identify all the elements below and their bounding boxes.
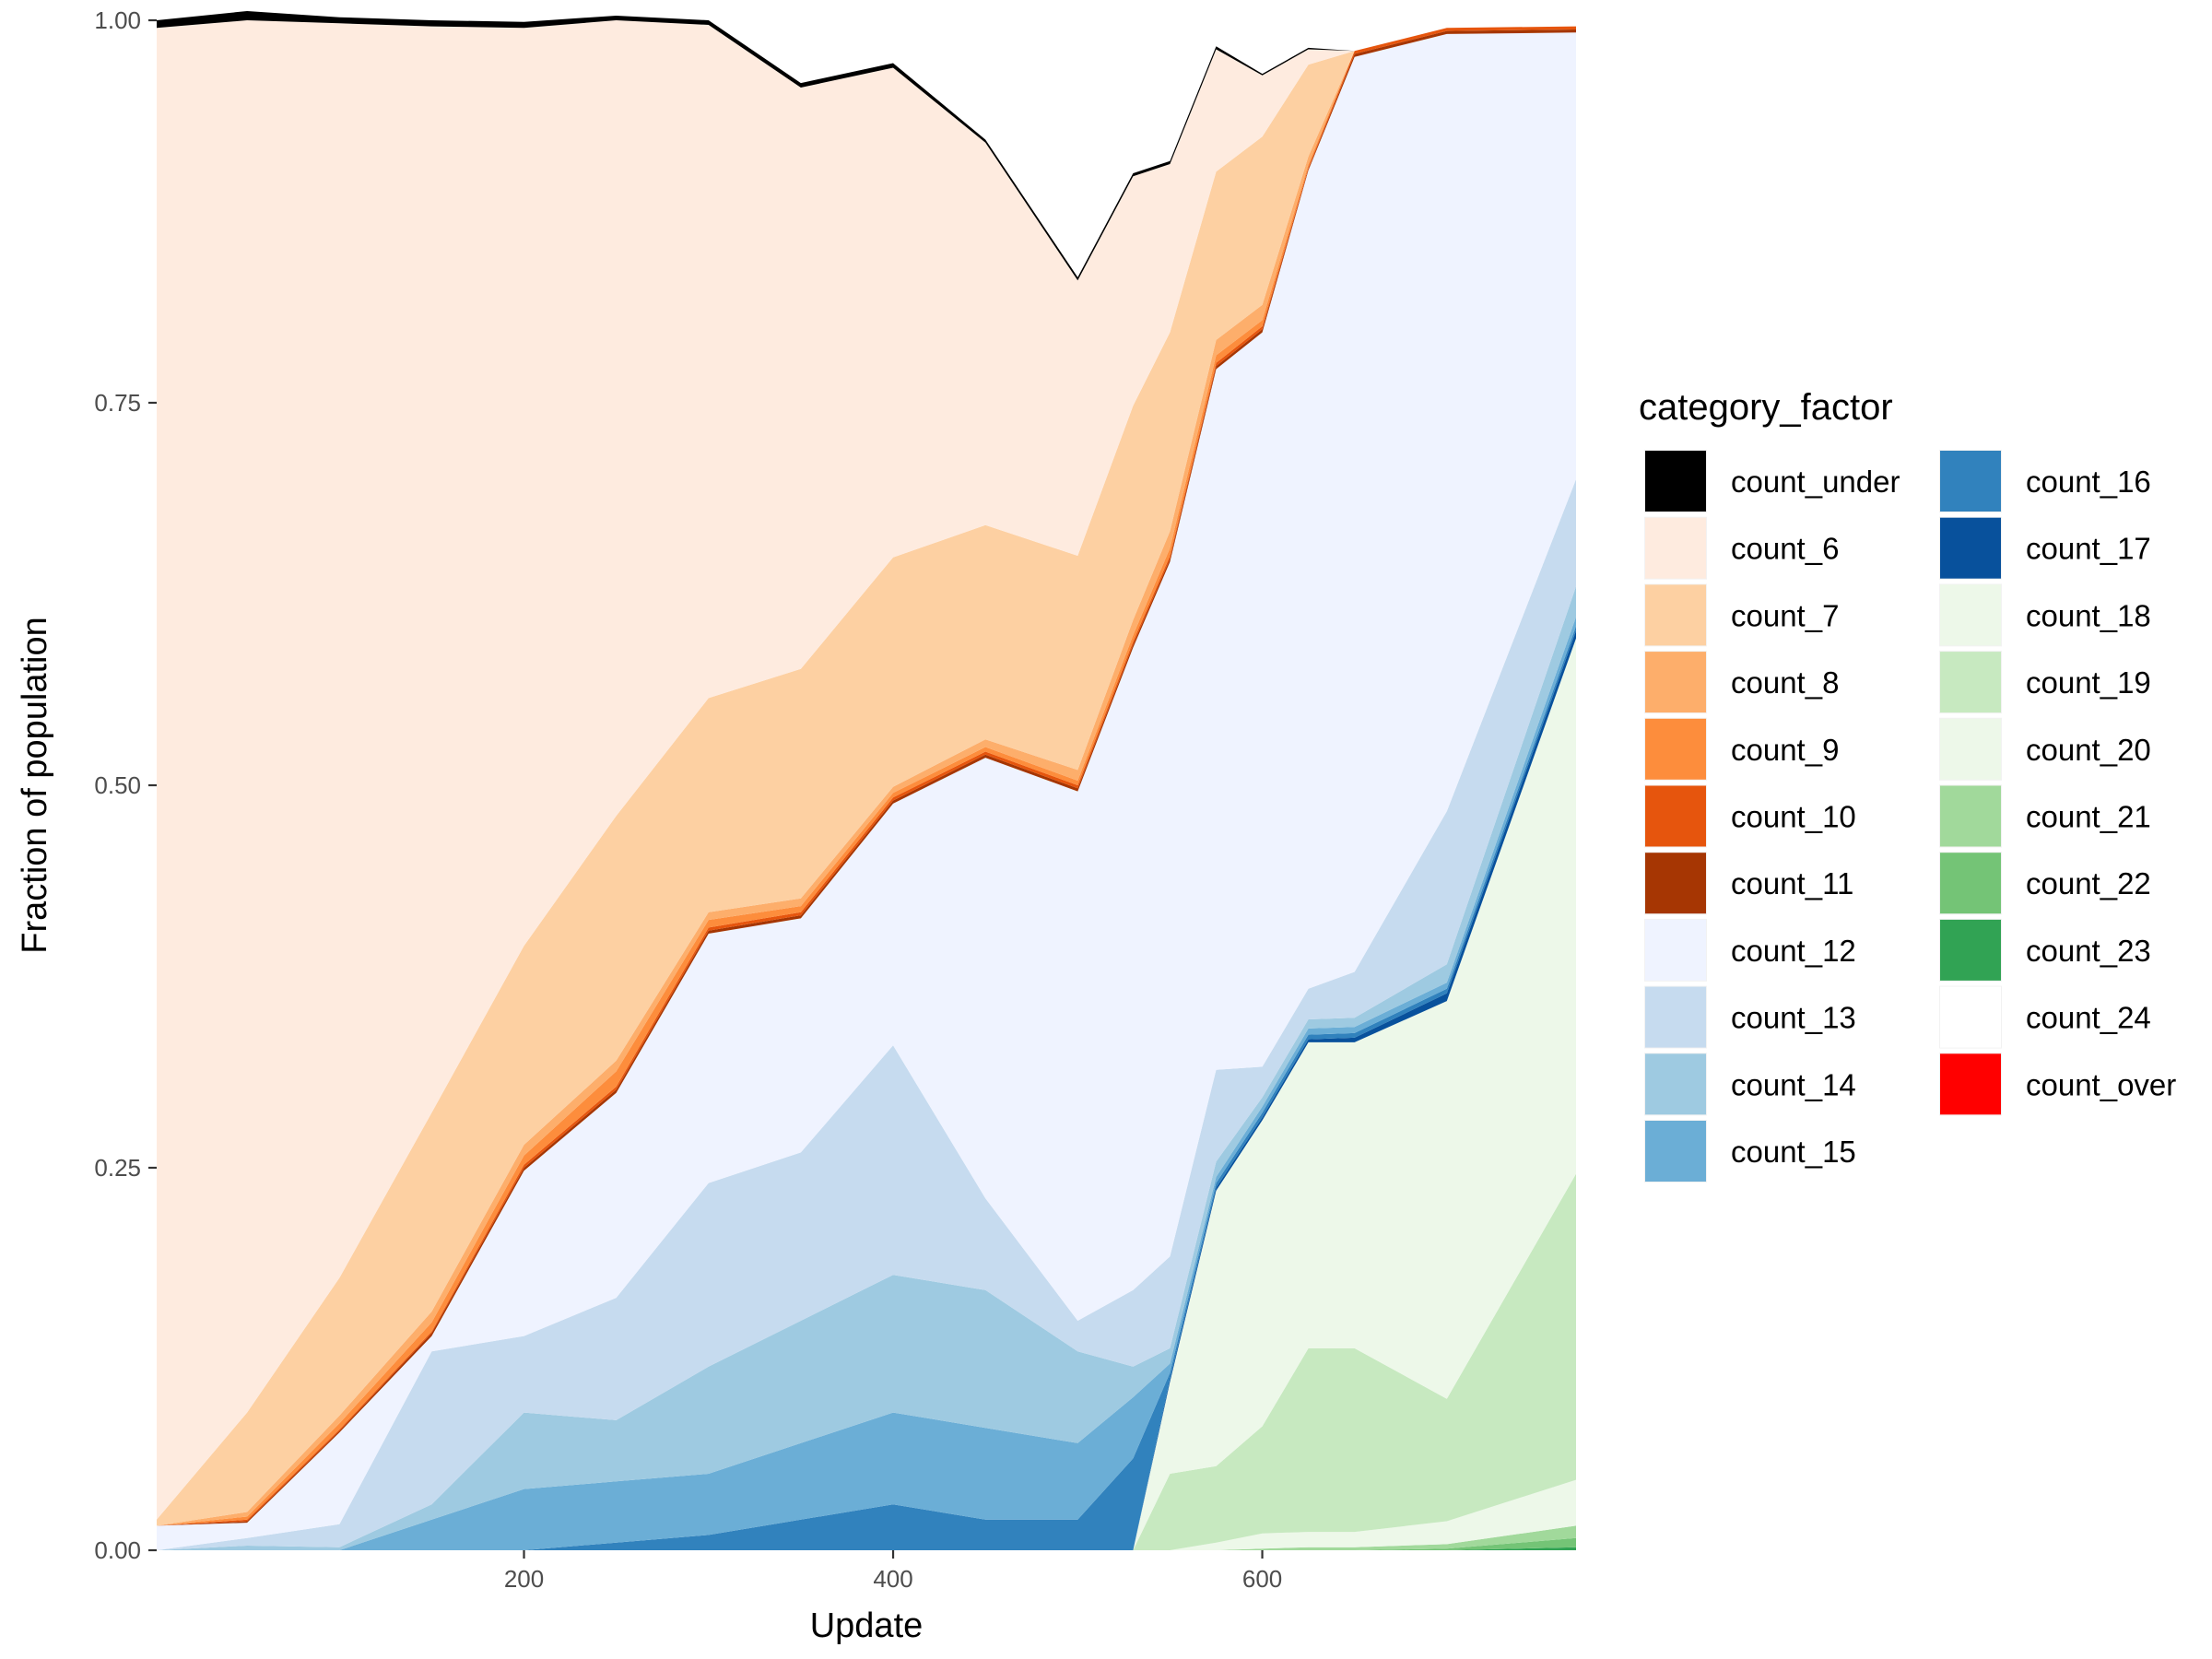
y-axis-ticks: 0.00 0.25 0.50 0.75 1.00 — [94, 6, 157, 1564]
legend-item-count-10: count_10 — [1644, 784, 1856, 848]
axes: 200 400 600 0.00 0.25 0.50 0.75 1.00 Update Fr… — [16, 6, 1282, 1645]
legend-item-count-under: count_under — [1644, 450, 1900, 512]
legend-swatch — [1940, 919, 2001, 981]
legend-swatch — [1940, 517, 2001, 579]
legend-label: count_14 — [1731, 1067, 1856, 1101]
area-count-21 — [157, 1525, 1576, 1550]
x-axis-title: Update — [810, 1606, 924, 1645]
legend-item-count-6: count_6 — [1644, 516, 1839, 580]
y-axis-title: Fraction of population — [16, 617, 54, 953]
legend-label: count_over — [2026, 1067, 2176, 1101]
area-count-22 — [157, 1537, 1576, 1550]
legend-label: count_24 — [2026, 1001, 2151, 1035]
legend-item-count-7: count_7 — [1644, 583, 1839, 647]
legend-label: count_7 — [1731, 598, 1839, 632]
legend-label: count_15 — [1731, 1135, 1856, 1169]
legend: category_factor count_undercount_6count_… — [1639, 387, 2176, 1182]
legend-label: count_23 — [2026, 934, 2151, 968]
area-count-6 — [157, 20, 1576, 1520]
legend-label: count_9 — [1731, 733, 1839, 767]
legend-swatch — [1645, 986, 1706, 1048]
area-count-19 — [157, 1173, 1576, 1550]
legend-item-count-12: count_12 — [1644, 918, 1856, 982]
legend-item-count-16: count_16 — [1939, 450, 2151, 512]
legend-label: count_13 — [1731, 1001, 1856, 1035]
legend-swatch — [1940, 652, 2001, 713]
legend-title: category_factor — [1639, 387, 1893, 428]
legend-label: count_18 — [2026, 598, 2151, 632]
legend-item-count-9: count_9 — [1644, 717, 1839, 781]
x-axis-ticks: 200 400 600 — [504, 1550, 1282, 1593]
legend-swatch — [1940, 785, 2001, 847]
legend-item-count-15: count_15 — [1644, 1120, 1856, 1182]
area-count-20 — [157, 1479, 1576, 1550]
legend-swatch — [1940, 451, 2001, 512]
legend-swatch — [1645, 919, 1706, 981]
legend-item-count-21: count_21 — [1939, 784, 2151, 848]
y-tick-label: 0.75 — [94, 389, 141, 417]
legend-item-count-17: count_17 — [1939, 516, 2151, 580]
x-tick-label: 600 — [1242, 1565, 1282, 1593]
plot-panel — [157, 11, 1576, 1551]
legend-item-count-14: count_14 — [1644, 1053, 1856, 1116]
legend-label: count_10 — [1731, 800, 1856, 834]
legend-swatch — [1645, 584, 1706, 646]
area-count-18 — [157, 638, 1576, 1550]
y-tick-label: 0.50 — [94, 771, 141, 799]
legend-label: count_6 — [1731, 532, 1839, 566]
x-tick-label: 200 — [504, 1565, 544, 1593]
legend-label: count_under — [1731, 465, 1900, 499]
legend-swatch — [1645, 517, 1706, 579]
area-count-14 — [157, 586, 1576, 1551]
legend-swatch — [1940, 584, 2001, 646]
legend-item-count-20: count_20 — [1939, 717, 2151, 781]
x-tick-label: 400 — [873, 1565, 912, 1593]
legend-swatch — [1645, 1121, 1706, 1182]
area-count-7 — [157, 26, 1576, 1526]
legend-item-count-over: count_over — [1939, 1053, 2176, 1116]
legend-items: count_undercount_6count_7count_8count_9c… — [1644, 450, 2176, 1182]
legend-swatch — [1940, 853, 2001, 914]
area-count-12 — [157, 32, 1576, 1550]
legend-label: count_11 — [1731, 866, 1853, 900]
legend-swatch — [1940, 986, 2001, 1048]
legend-swatch — [1645, 718, 1706, 780]
legend-item-count-19: count_19 — [1939, 651, 2151, 714]
legend-label: count_17 — [2026, 532, 2151, 566]
legend-swatch — [1645, 652, 1706, 713]
legend-label: count_21 — [2026, 800, 2151, 834]
legend-item-count-8: count_8 — [1644, 651, 1839, 714]
y-tick-label: 0.25 — [94, 1154, 141, 1182]
legend-item-count-18: count_18 — [1939, 583, 2151, 647]
legend-label: count_16 — [2026, 465, 2151, 499]
legend-label: count_20 — [2026, 733, 2151, 767]
legend-label: count_22 — [2026, 866, 2151, 900]
legend-item-count-24: count_24 — [1939, 985, 2151, 1049]
legend-label: count_8 — [1731, 665, 1839, 700]
y-tick-label: 0.00 — [94, 1536, 141, 1564]
legend-label: count_12 — [1731, 934, 1856, 968]
y-tick-label: 1.00 — [94, 6, 141, 34]
legend-swatch — [1645, 785, 1706, 847]
legend-label: count_19 — [2026, 665, 2151, 700]
legend-item-count-23: count_23 — [1939, 918, 2151, 982]
legend-swatch — [1940, 718, 2001, 780]
legend-swatch — [1645, 1053, 1706, 1115]
legend-swatch — [1645, 451, 1706, 512]
legend-item-count-13: count_13 — [1644, 985, 1856, 1049]
area-series-group — [157, 11, 1576, 1551]
legend-swatch — [1940, 1053, 2001, 1115]
legend-swatch — [1645, 853, 1706, 914]
legend-item-count-22: count_22 — [1939, 852, 2151, 915]
legend-item-count-11: count_11 — [1644, 852, 1853, 915]
